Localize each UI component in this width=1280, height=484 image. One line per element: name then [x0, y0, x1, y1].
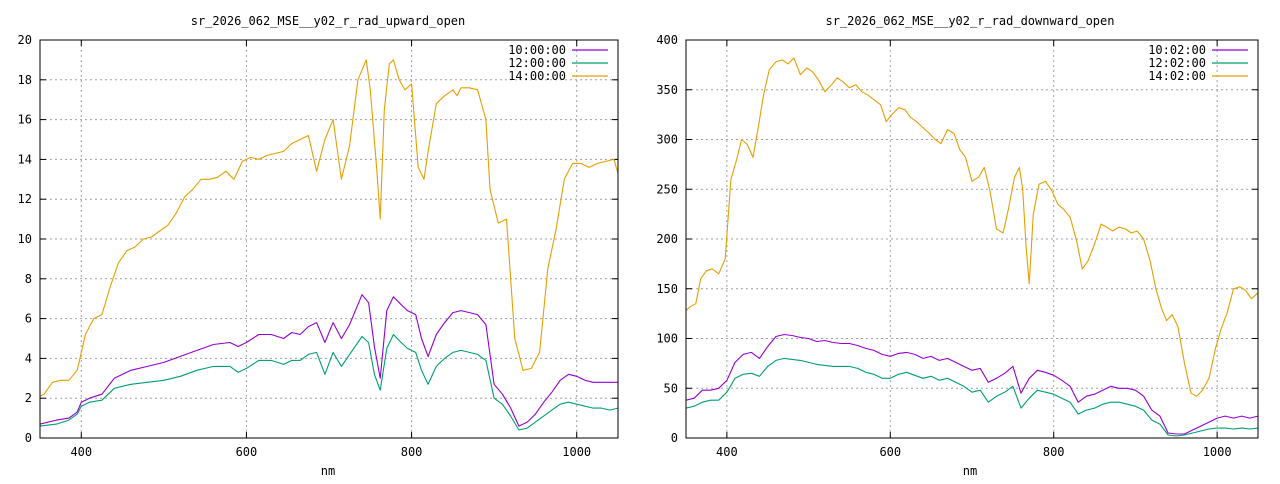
legend-label: 10:00:00 — [508, 43, 566, 57]
y-tick-label: 250 — [656, 182, 678, 196]
chart-panel-downward: sr_2026_062_MSE__y02_r_rad_downward_open… — [656, 14, 1259, 478]
plot-frame — [39, 39, 619, 439]
legend-label: 14:02:00 — [1148, 69, 1206, 83]
series-line-100000 — [40, 294, 618, 427]
legend-label: 12:02:00 — [1148, 56, 1206, 70]
y-tick-label: 350 — [656, 83, 678, 97]
y-tick-label: 150 — [656, 282, 678, 296]
series-line-140000 — [40, 59, 618, 397]
x-tick-label: 600 — [236, 445, 258, 459]
x-tick-label: 600 — [879, 445, 901, 459]
y-tick-label: 8 — [25, 272, 32, 286]
x-tick-label: 800 — [1043, 445, 1065, 459]
y-tick-label: 18 — [18, 73, 32, 87]
series-line-100200 — [686, 333, 1258, 435]
x-tick-label: 400 — [716, 445, 738, 459]
legend-label: 14:00:00 — [508, 69, 566, 83]
x-axis-label: nm — [321, 464, 335, 478]
series-line-120200 — [686, 357, 1258, 437]
y-tick-label: 0 — [671, 431, 678, 445]
y-tick-label: 12 — [18, 192, 32, 206]
y-tick-label: 20 — [18, 33, 32, 47]
x-tick-label: 1000 — [562, 445, 591, 459]
y-tick-label: 4 — [25, 351, 32, 365]
y-tick-label: 16 — [18, 113, 32, 127]
y-tick-label: 50 — [664, 381, 678, 395]
chart-title: sr_2026_062_MSE__y02_r_rad_upward_open — [191, 14, 466, 28]
y-tick-label: 0 — [25, 431, 32, 445]
x-tick-label: 1000 — [1203, 445, 1232, 459]
y-tick-label: 400 — [656, 33, 678, 47]
legend-label: 10:02:00 — [1148, 43, 1206, 57]
x-axis-label: nm — [963, 464, 977, 478]
series-group — [40, 59, 618, 431]
y-tick-label: 6 — [25, 312, 32, 326]
chart-title: sr_2026_062_MSE__y02_r_rad_downward_open — [826, 14, 1115, 28]
y-tick-label: 100 — [656, 332, 678, 346]
series-line-140200 — [686, 57, 1258, 397]
chart-panel-upward: sr_2026_062_MSE__y02_r_rad_upward_open n… — [18, 14, 619, 478]
y-tick-label: 14 — [18, 152, 32, 166]
legend-label: 12:00:00 — [508, 56, 566, 70]
y-tick-label: 300 — [656, 133, 678, 147]
y-tick-label: 200 — [656, 232, 678, 246]
y-tick-label: 10 — [18, 232, 32, 246]
y-tick-label: 2 — [25, 391, 32, 405]
series-group — [686, 57, 1258, 437]
plot-frame — [685, 39, 1259, 439]
x-tick-label: 800 — [401, 445, 423, 459]
x-tick-label: 400 — [70, 445, 92, 459]
series-line-120000 — [40, 333, 618, 431]
